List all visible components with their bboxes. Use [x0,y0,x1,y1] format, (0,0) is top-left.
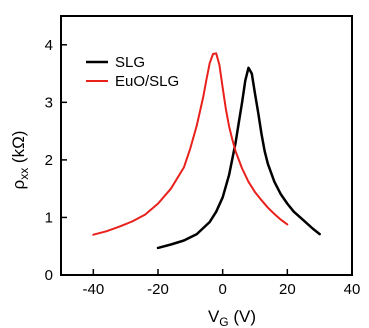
legend-label-slg: SLG [115,54,145,71]
x-tick-label: 40 [344,281,361,298]
y-tick-label: 0 [45,267,53,284]
legend: SLG EuO/SLG [86,54,179,90]
y-axis-symbol: ρ [9,180,28,190]
x-axis-symbol: V [208,307,220,326]
x-axis-title: VG (V) [208,307,256,328]
x-tick-label: 0 [218,281,226,298]
y-axis-subscript: xx [17,168,31,180]
x-tick-label: -40 [82,281,104,298]
x-axis-subscript: G [219,315,228,328]
axis-ticks: -40 -20 0 20 40 0 1 2 3 4 [45,37,361,298]
y-tick-label: 1 [45,209,53,226]
y-tick-label: 4 [45,37,53,54]
x-tick-label: 20 [279,281,296,298]
legend-label-euo-slg: EuO/SLG [115,73,179,90]
x-tick-label: -20 [147,281,169,298]
y-axis-title: ρxx (kΩ) [9,131,31,190]
series-line-slg [156,66,321,250]
series-line-euo-slg [92,52,289,236]
y-tick-label: 3 [45,94,53,111]
y-tick-label: 2 [45,152,53,169]
x-axis-unit: (V) [229,307,256,326]
plot-series [92,52,321,250]
plot-frame [60,15,353,276]
y-axis-unit: (kΩ) [9,131,28,168]
